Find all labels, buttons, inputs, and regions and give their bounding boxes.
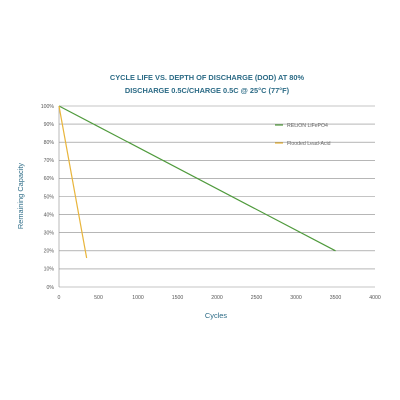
y-tick-label: 60%	[44, 176, 55, 182]
x-axis-label: Cycles	[205, 311, 227, 320]
y-tick-label: 10%	[44, 267, 55, 273]
legend-label: RELiON LiFePO4	[287, 123, 328, 129]
x-tick-label: 0	[58, 295, 61, 301]
y-tick-label: 40%	[44, 212, 55, 218]
x-tick-label: 4000	[369, 295, 381, 301]
series-lines	[58, 105, 336, 259]
y-tick-label: 90%	[44, 122, 55, 128]
y-tick-label: 30%	[44, 231, 55, 237]
chart-title-line-1: CYCLE LIFE VS. DEPTH OF DISCHARGE (DOD) …	[110, 73, 305, 82]
legend-label: Flooded Lead-Acid	[287, 141, 331, 147]
x-tick-label: 3500	[330, 295, 342, 301]
series-line-1	[58, 105, 88, 259]
x-tick-label: 1500	[172, 295, 184, 301]
y-axis-label: Remaining Capacity	[16, 163, 25, 229]
y-tick-label: 20%	[44, 249, 55, 255]
y-tick-label: 50%	[44, 194, 55, 200]
y-tick-labels: 0% 10% 20% 30% 40% 50% 60% 70% 80% 90% 100%	[41, 104, 55, 291]
series-line-0	[58, 105, 336, 252]
y-tick-label: 80%	[44, 140, 55, 146]
y-tick-label: 100%	[41, 104, 55, 110]
y-tick-label: 0%	[47, 285, 55, 291]
x-tick-label: 2500	[251, 295, 263, 301]
x-tick-labels: 0 500 1000 1500 2000 2500 3000 3500 4000	[58, 295, 381, 301]
legend: RELiON LiFePO4 Flooded Lead-Acid	[275, 123, 331, 147]
x-tick-label: 2000	[211, 295, 223, 301]
gridlines	[58, 105, 375, 288]
x-tick-label: 3000	[290, 295, 302, 301]
x-tick-label: 500	[94, 295, 103, 301]
y-tick-label: 70%	[44, 158, 55, 164]
x-tick-label: 1000	[132, 295, 144, 301]
chart-title-line-2: DISCHARGE 0.5C/CHARGE 0.5C @ 25°C (77°F)	[125, 86, 290, 95]
